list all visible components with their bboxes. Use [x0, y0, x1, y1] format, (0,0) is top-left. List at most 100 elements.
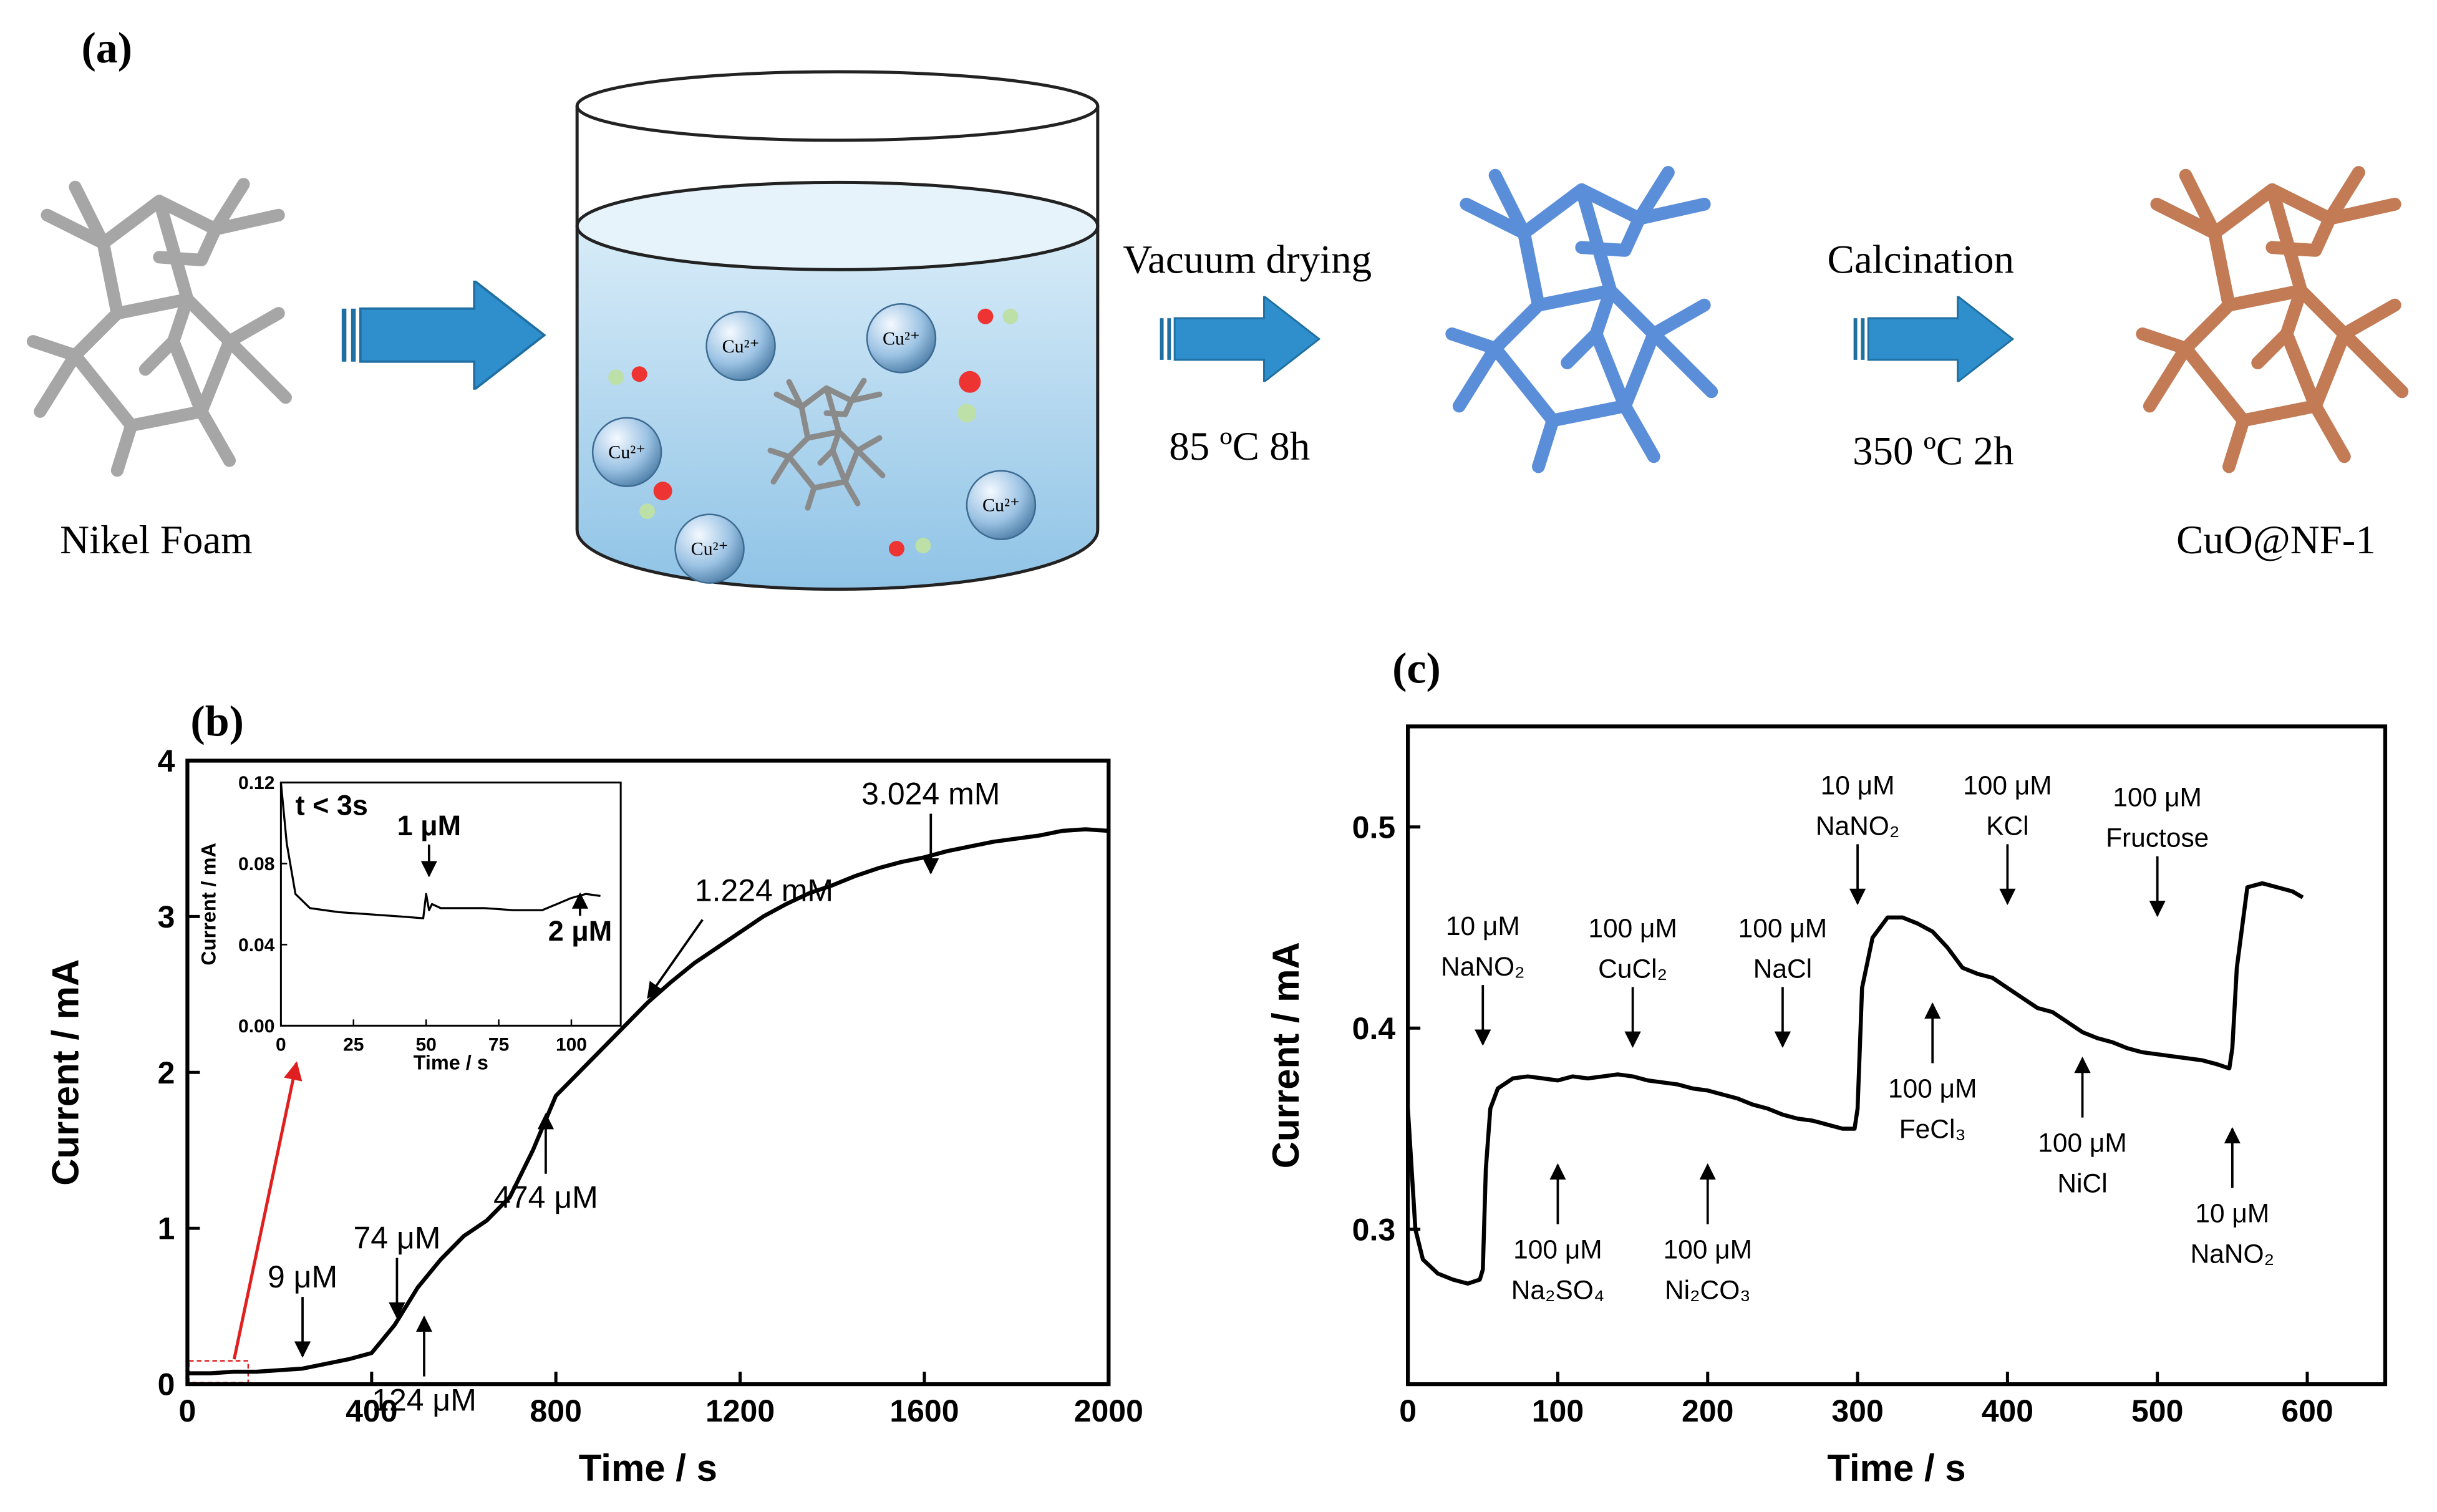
- annotation: NaCl: [1753, 954, 1812, 984]
- y-tick-label: 3: [158, 899, 175, 934]
- step-condition: 85 ºC 8h: [1169, 424, 1310, 469]
- y-tick-label: 0: [158, 1367, 175, 1402]
- annotation: 1.224 mM: [695, 873, 833, 908]
- y-tick-label: 0.5: [1352, 810, 1395, 845]
- annotation: 100 μM: [1738, 914, 1828, 943]
- zoom-arrow: [232, 1061, 303, 1360]
- x-tick-label: 1600: [889, 1393, 959, 1428]
- y-tick-label: 2: [158, 1055, 175, 1090]
- annotation: NaNO₂: [2191, 1239, 2274, 1269]
- y-tick-label: 4: [158, 744, 175, 778]
- blue-foam: [1452, 173, 1712, 467]
- x-tick-label: 50: [416, 1034, 437, 1055]
- annotation: FeCl₃: [1899, 1115, 1966, 1144]
- x-tick-label: 100: [556, 1034, 587, 1055]
- caption: Nikel Foam: [60, 518, 253, 563]
- x-tick-label: 200: [1682, 1393, 1733, 1428]
- chart: 0 100 200 300 400 500 600 0.3 0.4 0.5 Time / s Curr…: [1265, 724, 2388, 1489]
- annotation: 9 μM: [268, 1259, 337, 1294]
- y-axis-label: Current / mA: [1265, 942, 1307, 1168]
- x-tick-label: 800: [530, 1393, 582, 1428]
- annotation: t < 3s: [296, 789, 368, 821]
- data-line: [187, 827, 1109, 1375]
- step-condition: 350 ºC 2h: [1853, 429, 2013, 474]
- data-line: [1405, 881, 2304, 1286]
- x-tick-label: 0: [1399, 1393, 1417, 1428]
- ion-sphere: [705, 311, 776, 381]
- annotation: 100 μM: [1888, 1075, 1977, 1104]
- y-tick-label: 0.12: [238, 773, 274, 793]
- annotation: Ni₂CO₃: [1665, 1276, 1751, 1305]
- ion-label: Cu²⁺: [722, 336, 760, 357]
- annotation: 2 μM: [548, 915, 612, 947]
- annotation: Na₂SO₄: [1511, 1276, 1604, 1305]
- x-tick-label: 600: [2281, 1393, 2333, 1428]
- panel-label: (c): [1392, 645, 1441, 693]
- annotation: 474 μM: [493, 1180, 598, 1215]
- annotation: 3.024 mM: [861, 776, 1000, 811]
- y-tick-label: 0.4: [1352, 1011, 1396, 1046]
- x-axis-label: Time / s: [579, 1447, 717, 1489]
- x-tick-label: 2000: [1074, 1393, 1143, 1428]
- chart: 0 25 50 75 100 0.00 0.04 0.08 0.12 Time / s Curren…: [197, 773, 622, 1073]
- panel-label: (b): [190, 698, 244, 746]
- step-label: Calcination: [1828, 237, 2015, 282]
- annotation: 1 μM: [397, 810, 461, 841]
- x-tick-label: 500: [2131, 1393, 2183, 1428]
- y-tick-label: 0.3: [1352, 1212, 1395, 1247]
- data-line: [279, 782, 601, 919]
- caption: CuO@NF-1: [2176, 518, 2376, 563]
- annotation-arrow: [647, 919, 704, 999]
- annotation: Fructose: [2106, 824, 2209, 853]
- annotation: 100 μM: [1963, 771, 2052, 800]
- annotation: 10 μM: [1446, 912, 1520, 941]
- ion-sphere: [591, 417, 662, 487]
- process-arrow: [340, 280, 546, 390]
- ion-sphere: [866, 303, 937, 374]
- ion-label: Cu²⁺: [691, 539, 729, 560]
- annotation: 100 μM: [2113, 783, 2202, 813]
- x-tick-label: 25: [343, 1034, 364, 1055]
- process-arrow: [1852, 296, 2014, 382]
- annotation: NiCl: [2057, 1170, 2107, 1199]
- annotation: 124 μM: [372, 1383, 477, 1418]
- step-label: Vacuum drying: [1123, 237, 1372, 282]
- ion-sphere: [966, 470, 1037, 540]
- ion-label: Cu²⁺: [883, 328, 920, 349]
- annotation: 74 μM: [353, 1221, 440, 1256]
- y-tick-label: 0.08: [238, 854, 274, 875]
- x-tick-label: 400: [346, 1393, 397, 1428]
- annotation: 10 μM: [2195, 1199, 2269, 1228]
- annotation: 10 μM: [1821, 771, 1895, 800]
- plot-frame: [279, 781, 622, 1027]
- annotation: KCl: [1986, 812, 2028, 841]
- cuo-foam: [2143, 173, 2402, 467]
- plot-frame: [185, 758, 1111, 1387]
- y-tick-label: 0.00: [238, 1016, 274, 1037]
- panel-label: (a): [82, 24, 133, 72]
- y-axis-label: Current / mA: [197, 843, 220, 966]
- plot-frame: [1406, 724, 2388, 1387]
- y-tick-label: 1: [158, 1211, 175, 1246]
- x-tick-label: 1200: [705, 1393, 775, 1428]
- annotation: 100 μM: [1588, 914, 1677, 943]
- chart: 0 400 800 1200 1600 2000 0 1 2 3 4 Time / s Current …: [45, 744, 1143, 1489]
- annotation: CuCl₂: [1598, 954, 1667, 984]
- x-axis-label: Time / s: [414, 1051, 488, 1073]
- annotation: 100 μM: [1513, 1236, 1602, 1265]
- x-tick-label: 0: [179, 1393, 196, 1428]
- x-tick-label: 100: [1532, 1393, 1584, 1428]
- annotation: 100 μM: [2038, 1129, 2127, 1158]
- beaker: [575, 70, 1100, 591]
- y-tick-label: 0.04: [238, 935, 275, 956]
- process-arrow: [1158, 296, 1320, 382]
- ion-label: Cu²⁺: [982, 495, 1020, 516]
- x-tick-label: 75: [488, 1034, 509, 1055]
- annotation: NaNO₂: [1816, 812, 1899, 841]
- x-tick-label: 0: [276, 1034, 286, 1055]
- ions: Cu²⁺ Cu²⁺ Cu²⁺ Cu²⁺ Cu²⁺: [591, 303, 1037, 584]
- nickel-foam: [33, 184, 286, 470]
- ion-sphere: [674, 513, 745, 584]
- annotation: NaNO₂: [1441, 952, 1524, 982]
